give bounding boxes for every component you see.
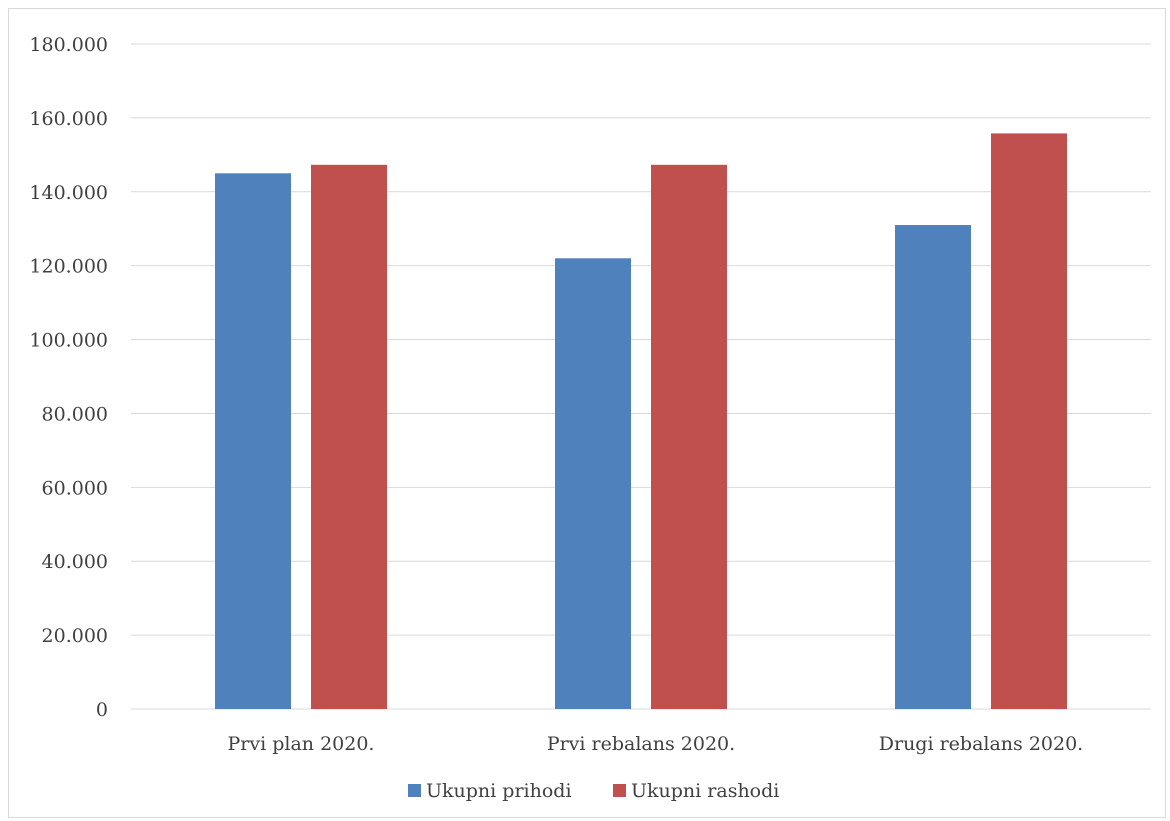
bar-ukupni-prihodi-2 [895, 225, 971, 709]
x-axis-tick-labels: Prvi plan 2020. Prvi rebalans 2020. Drugi … [228, 733, 1084, 755]
bar-ukupni-prihodi-1 [555, 258, 631, 709]
y-tick-label: 180.000 [29, 34, 108, 56]
x-tick-label: Prvi rebalans 2020. [547, 733, 735, 755]
bar-ukupni-rashodi-0 [311, 164, 387, 709]
legend-label: Ukupni prihodi [426, 780, 572, 802]
x-tick-label: Prvi plan 2020. [228, 733, 375, 755]
bar-ukupni-rashodi-1 [651, 164, 727, 709]
y-tick-label: 80.000 [42, 403, 108, 425]
legend-swatch [613, 784, 626, 797]
y-tick-label: 60.000 [42, 477, 108, 499]
y-tick-label: 160.000 [29, 108, 108, 130]
y-tick-label: 20.000 [42, 625, 108, 647]
gridlines [131, 43, 1151, 710]
legend-swatch [408, 784, 421, 797]
y-tick-label: 40.000 [42, 551, 108, 573]
x-tick-label: Drugi rebalans 2020. [879, 733, 1083, 755]
bar-ukupni-rashodi-2 [991, 133, 1067, 710]
y-tick-label: 140.000 [29, 182, 108, 204]
bar-ukupni-prihodi-0 [215, 173, 291, 710]
y-tick-label: 100.000 [29, 330, 108, 352]
bars [215, 133, 1067, 710]
y-tick-label: 120.000 [29, 256, 108, 278]
y-axis-tick-labels: 0 20.000 40.000 60.000 80.000 100.000 120.000 1… [29, 34, 108, 721]
legend-label: Ukupni rashodi [631, 780, 779, 802]
legend: Ukupni prihodi Ukupni rashodi [408, 780, 779, 802]
y-tick-label: 0 [96, 699, 108, 721]
